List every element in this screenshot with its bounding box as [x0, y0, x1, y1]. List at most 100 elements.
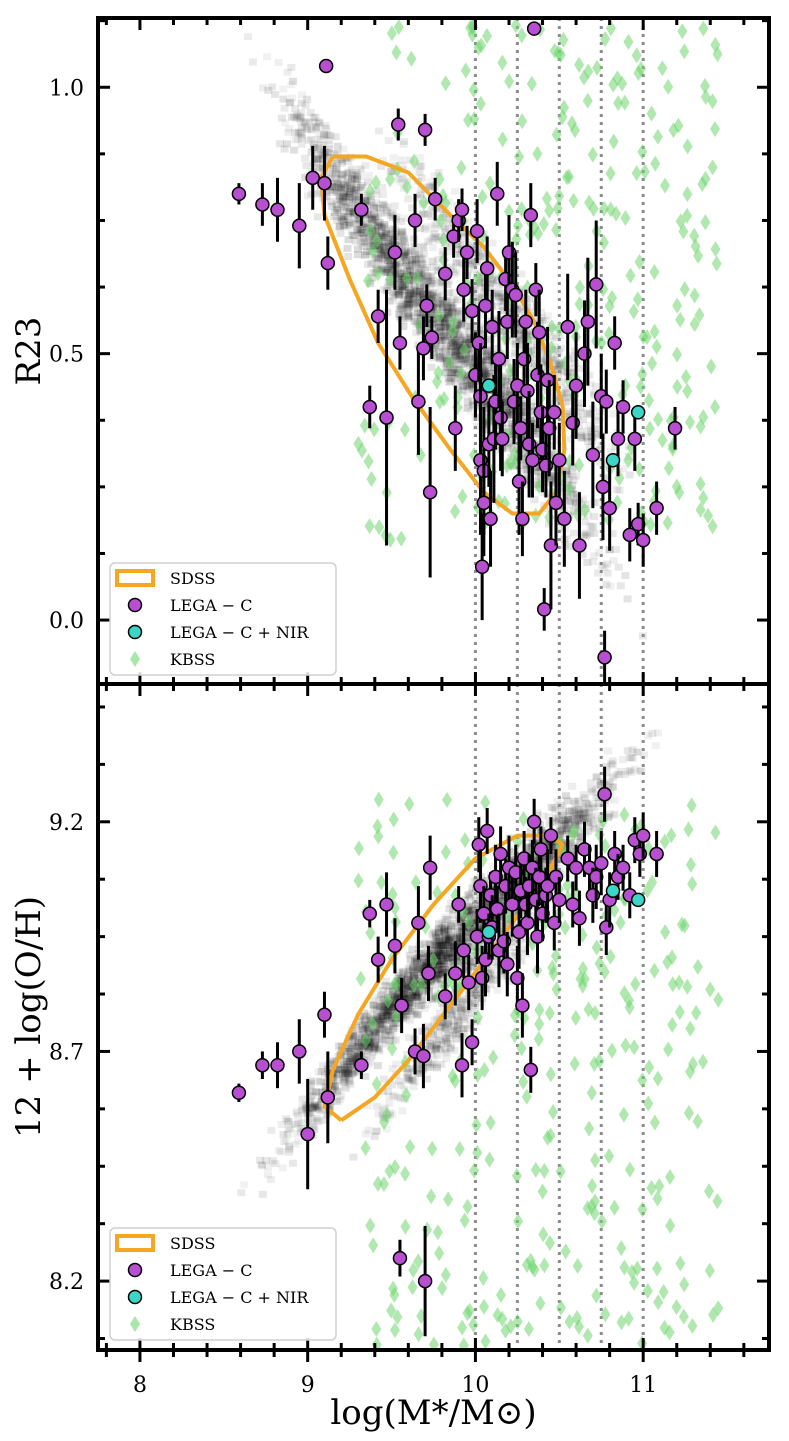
lega-c-point: [520, 383, 535, 399]
density-cell: [452, 268, 461, 276]
density-cell: [390, 291, 399, 299]
density-cell: [439, 937, 448, 945]
density-cell: [637, 767, 646, 775]
density-cell: [566, 497, 575, 505]
density-cell: [557, 378, 566, 386]
density-cell: [378, 987, 387, 995]
density-cell: [553, 826, 562, 834]
density-cell: [454, 1004, 463, 1011]
density-cell: [282, 1115, 291, 1123]
density-cell: [381, 263, 389, 271]
density-cell: [453, 934, 462, 942]
density-cell: [495, 282, 504, 290]
density-cell: [565, 543, 574, 550]
density-cell: [448, 942, 457, 950]
density-cell: [526, 828, 535, 836]
density-cell: [480, 357, 489, 365]
kbss-point: [568, 192, 579, 209]
density-cell: [357, 184, 366, 192]
density-cell: [454, 356, 463, 364]
lega-c-point: [547, 405, 562, 420]
density-cell: [444, 248, 452, 256]
density-cell: [342, 1057, 351, 1065]
density-cell: [343, 173, 352, 181]
kbss-point: [365, 183, 376, 200]
kbss-point: [675, 213, 686, 230]
density-cell: [417, 259, 426, 267]
density-cell: [384, 1006, 393, 1014]
density-cell: [578, 434, 586, 442]
lega-c-point: [536, 602, 552, 617]
density-cell: [292, 115, 301, 123]
density-cell: [382, 1012, 391, 1020]
density-cell: [462, 924, 471, 932]
density-cell: [341, 203, 350, 211]
density-cell: [313, 190, 322, 198]
density-cell: [585, 427, 594, 435]
density-cell: [304, 192, 312, 200]
density-cell: [358, 223, 366, 231]
density-cell: [452, 353, 461, 361]
density-cell: [455, 307, 464, 315]
density-cell: [550, 865, 558, 873]
density-cell: [492, 315, 501, 322]
density-cell: [431, 975, 440, 983]
density-cell: [455, 341, 464, 349]
density-cell: [468, 259, 477, 267]
density-cell: [563, 819, 572, 827]
density-cell: [501, 377, 509, 385]
density-cell: [439, 303, 447, 311]
density-cell: [498, 324, 507, 332]
density-cell: [375, 1003, 384, 1011]
density-cell: [383, 1007, 392, 1015]
density-cell: [426, 272, 435, 280]
kbss-point: [374, 519, 385, 536]
kbss-point: [700, 170, 711, 187]
density-cell: [625, 766, 634, 774]
density-cell: [419, 279, 428, 287]
density-cell: [277, 1148, 286, 1156]
density-cell: [354, 1053, 363, 1061]
density-cell: [435, 337, 444, 345]
density-cell: [395, 275, 404, 283]
density-cell: [406, 968, 415, 976]
density-cell: [501, 398, 510, 406]
density-cell: [640, 751, 648, 759]
density-cell: [502, 359, 511, 367]
density-cell: [374, 258, 383, 266]
density-cell: [334, 169, 343, 177]
density-cell: [533, 837, 542, 844]
density-cell: [442, 308, 451, 316]
density-cell: [472, 989, 481, 997]
density-cell: [371, 228, 380, 236]
density-cell: [480, 374, 489, 382]
density-cell: [384, 988, 393, 996]
density-cell: [584, 805, 593, 813]
density-cell: [313, 213, 322, 221]
density-cell: [387, 168, 396, 176]
density-cell: [519, 909, 527, 917]
density-cell: [339, 145, 348, 153]
density-cell: [330, 179, 339, 187]
density-cell: [441, 209, 450, 217]
density-cell: [447, 299, 456, 307]
density-cell: [437, 328, 446, 336]
density-cell: [340, 1061, 349, 1069]
density-cell: [477, 253, 485, 261]
density-cell: [580, 815, 589, 823]
density-cell: [493, 986, 502, 994]
density-cell: [547, 857, 556, 865]
density-cell: [466, 908, 475, 916]
density-cell: [459, 382, 468, 390]
density-cell: [436, 957, 445, 965]
density-cell: [522, 460, 530, 468]
density-cell: [416, 282, 425, 290]
density-cell: [429, 1030, 437, 1038]
density-cell: [419, 249, 428, 257]
density-cell: [575, 399, 584, 407]
density-cell: [636, 767, 645, 775]
density-cell: [494, 277, 503, 285]
density-cell: [554, 365, 562, 373]
density-cell: [426, 293, 435, 301]
density-cell: [417, 311, 426, 319]
